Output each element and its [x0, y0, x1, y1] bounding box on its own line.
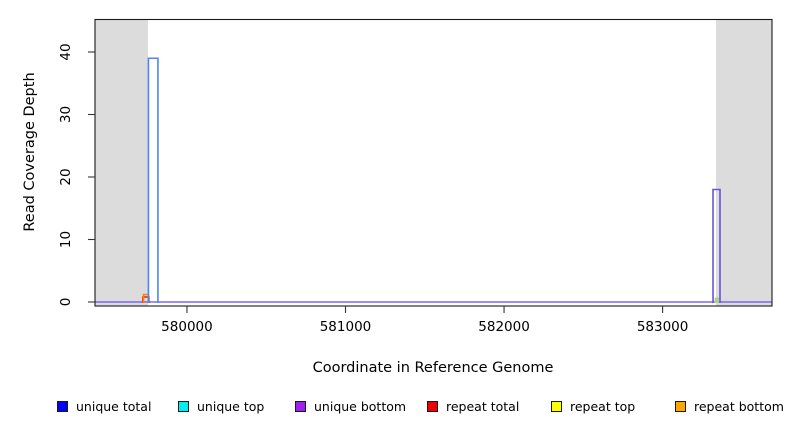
masked-region [716, 19, 772, 306]
legend-label: unique top [197, 399, 265, 414]
y-tick-label: 0 [58, 298, 74, 307]
coverage-feature [714, 297, 720, 303]
legend-item: repeat total [427, 399, 519, 414]
legend-label: repeat top [570, 399, 636, 414]
masked-region [95, 19, 148, 306]
x-tick-label: 582000 [478, 319, 530, 335]
legend-item: unique total [57, 399, 151, 414]
legend: unique total unique top unique bottom repea… [0, 399, 792, 419]
x-tick-label: 580000 [161, 319, 213, 335]
plot-box [94, 18, 773, 307]
coverage-feature [147, 57, 159, 303]
coverage-feature [712, 188, 721, 303]
legend-swatch-icon [551, 401, 562, 412]
coverage-plot: 580000 581000 582000 583000 0 10 20 30 40 [58, 18, 773, 335]
legend-label: unique total [76, 399, 152, 414]
legend-label: unique bottom [314, 399, 407, 414]
y-axis-label: Read Coverage Depth [22, 72, 38, 232]
legend-label: repeat bottom [694, 399, 784, 414]
legend-swatch-icon [57, 401, 68, 412]
legend-item: unique top [178, 399, 264, 414]
legend-swatch-icon [675, 401, 686, 412]
y-tick-label: 40 [58, 43, 74, 60]
x-axis-label: Coordinate in Reference Genome [312, 360, 554, 376]
legend-swatch-icon [295, 401, 306, 412]
legend-item: repeat top [551, 399, 635, 414]
x-tick-label: 583000 [637, 319, 689, 335]
legend-swatch-icon [178, 401, 189, 412]
legend-item: unique bottom [295, 399, 406, 414]
x-tick-label: 581000 [320, 319, 372, 335]
y-tick-label: 30 [58, 106, 74, 123]
y-tick-label: 20 [58, 168, 74, 185]
y-tick-label: 10 [58, 231, 74, 248]
legend-label: repeat total [446, 399, 520, 414]
legend-swatch-icon [427, 401, 438, 412]
legend-item: repeat bottom [675, 399, 784, 414]
